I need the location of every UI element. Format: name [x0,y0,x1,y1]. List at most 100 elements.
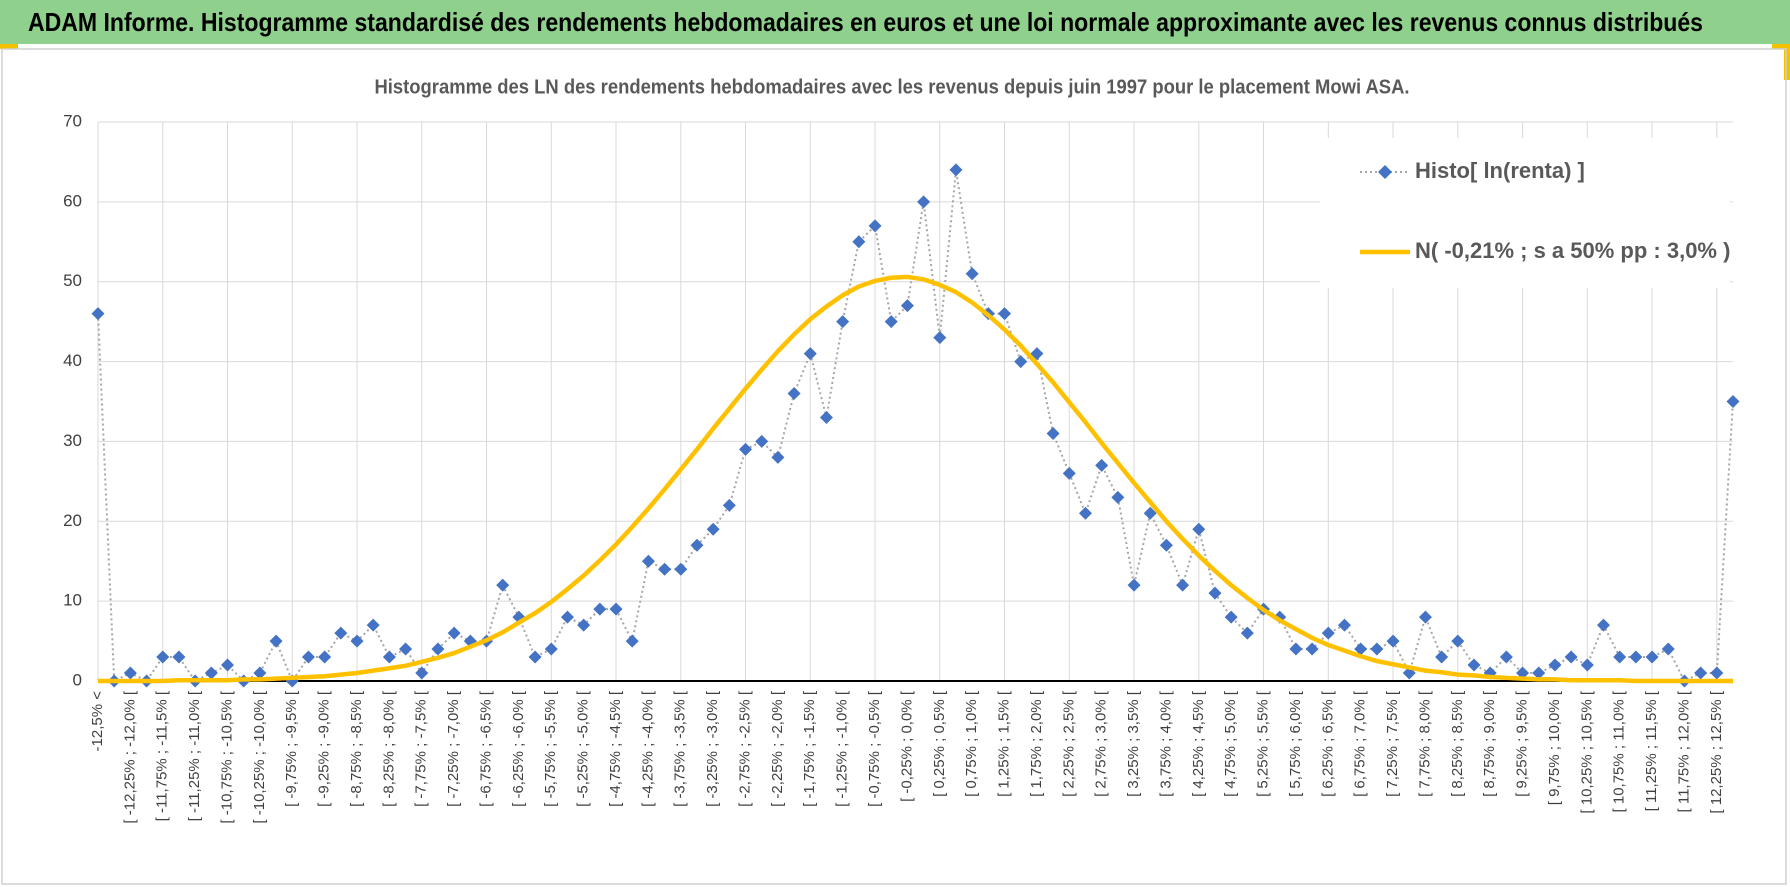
data-point [965,267,979,281]
data-point [949,163,963,177]
y-tick-label: 60 [63,191,82,210]
legend-box [1320,138,1730,288]
banner-title: ADAM Informe. Histogramme standardisé de… [28,7,1703,37]
x-tick-label: [ -10,25% ; -10,0% [ [251,690,268,823]
data-point [852,235,866,249]
data-point [998,307,1012,321]
data-point [172,650,186,664]
x-tick-label: [ -3,75% ; -3,5% [ [672,690,689,807]
data-point [1240,626,1254,640]
data-point [350,634,364,648]
y-tick-label: 30 [63,431,82,450]
data-point [1014,355,1028,369]
x-tick-label: [ 11,25% ; 11,5% [ [1643,690,1660,811]
x-tick-label: [ 2,25% ; 2,5% [ [1060,690,1077,797]
x-tick-label: [ -11,75% ; -11,5% [ [154,690,171,821]
data-point [755,434,769,448]
data-point [1159,538,1173,552]
data-point [1321,626,1335,640]
corner-mark [1772,44,1790,49]
series-line [98,274,1733,684]
data-point [658,562,672,576]
data-point [593,602,607,616]
data-point [1095,458,1109,472]
data-point [334,626,348,640]
legend-label: N( -0,21% ; s a 50% pp : 3,0% ) [1415,238,1730,263]
data-point [496,578,510,592]
x-tick-label: [ -1,75% ; -1,5% [ [801,690,818,807]
chart-title: Histogramme des LN des rendements hebdom… [375,76,1410,98]
data-point [1548,658,1562,672]
data-point [1289,642,1303,656]
x-tick-label: [ 0,25% ; 0,5% [ [931,690,948,797]
data-point [366,618,380,632]
x-tick-label: [ -9,25% ; -9,0% [ [316,690,333,807]
data-point [301,650,315,664]
data-point [1580,658,1594,672]
y-tick-label: 50 [63,271,82,290]
data-point [609,602,623,616]
data-point [1645,650,1659,664]
chart-frame [1,48,1787,885]
x-tick-label: [ 11,75% ; 12,0% [ [1675,690,1692,812]
data-point [1661,642,1675,656]
x-tick-label: [ -9,75% ; -9,5% [ [283,690,300,807]
x-tick-label: [ -10,75% ; -10,5% [ [218,690,235,823]
data-point [722,498,736,512]
data-point [1208,586,1222,600]
data-point [1224,610,1238,624]
data-point [204,666,218,680]
data-point [156,650,170,664]
data-point [1030,347,1044,361]
data-point [868,219,882,233]
x-tick-label: -12,5% < [89,691,106,752]
x-tick-label: [ 9,75% ; 10,0% [ [1546,690,1563,805]
data-point [1694,666,1708,680]
x-tick-label: [ -3,25% ; -3,0% [ [704,690,721,807]
x-tick-label: [ -4,25% ; -4,0% [ [639,690,656,807]
data-point [221,658,235,672]
data-point [1078,506,1092,520]
data-point [836,315,850,329]
data-point [1370,642,1384,656]
x-tick-label: [ 1,75% ; 2,0% [ [1028,690,1045,797]
x-tick-label: [ 9,25% ; 9,5% [ [1514,690,1531,797]
x-tick-label: [ 7,25% ; 7,5% [ [1384,690,1401,797]
data-point [528,650,542,664]
data-point [1337,618,1351,632]
data-point [1564,650,1578,664]
y-tick-label: 70 [63,111,82,130]
x-tick-label: [ 4,25% ; 4,5% [ [1190,690,1207,797]
data-point [625,634,639,648]
data-point [690,538,704,552]
legend-marker [1378,165,1392,179]
x-tick-label: [ 10,25% ; 10,5% [ [1578,690,1595,813]
data-point [1710,666,1724,680]
data-point [739,442,753,456]
x-tick-label: [ -6,25% ; -6,0% [ [510,690,527,807]
data-point [787,387,801,401]
x-tick-label: [ -7,75% ; -7,5% [ [413,690,430,807]
data-point [1046,426,1060,440]
data-point [900,299,914,313]
data-point [399,642,413,656]
x-tick-label: [ 4,75% ; 5,0% [ [1222,690,1239,797]
x-tick-label: [ -11,25% ; -11,0% [ [186,690,203,821]
data-point [415,666,429,680]
x-tick-label: [ 6,75% ; 7,0% [ [1352,690,1369,797]
data-point [1629,650,1643,664]
x-tick-label: [ 8,25% ; 8,5% [ [1449,690,1466,797]
x-tick-label: [ 6,25% ; 6,5% [ [1319,690,1336,797]
data-point [1613,650,1627,664]
x-tick-label: [ -1,25% ; -1,0% [ [834,690,851,807]
x-tick-label: [ -8,25% ; -8,0% [ [380,690,397,807]
data-point [917,195,931,209]
data-point [1143,506,1157,520]
data-point [641,554,655,568]
x-tick-label: [ -6,75% ; -6,5% [ [477,690,494,807]
data-point [1451,634,1465,648]
x-tick-label: [ -2,25% ; -2,0% [ [769,690,786,807]
x-tick-label: [ -0,75% ; -0,5% [ [866,690,883,807]
x-tick-label: [ 2,75% ; 3,0% [ [1093,690,1110,797]
